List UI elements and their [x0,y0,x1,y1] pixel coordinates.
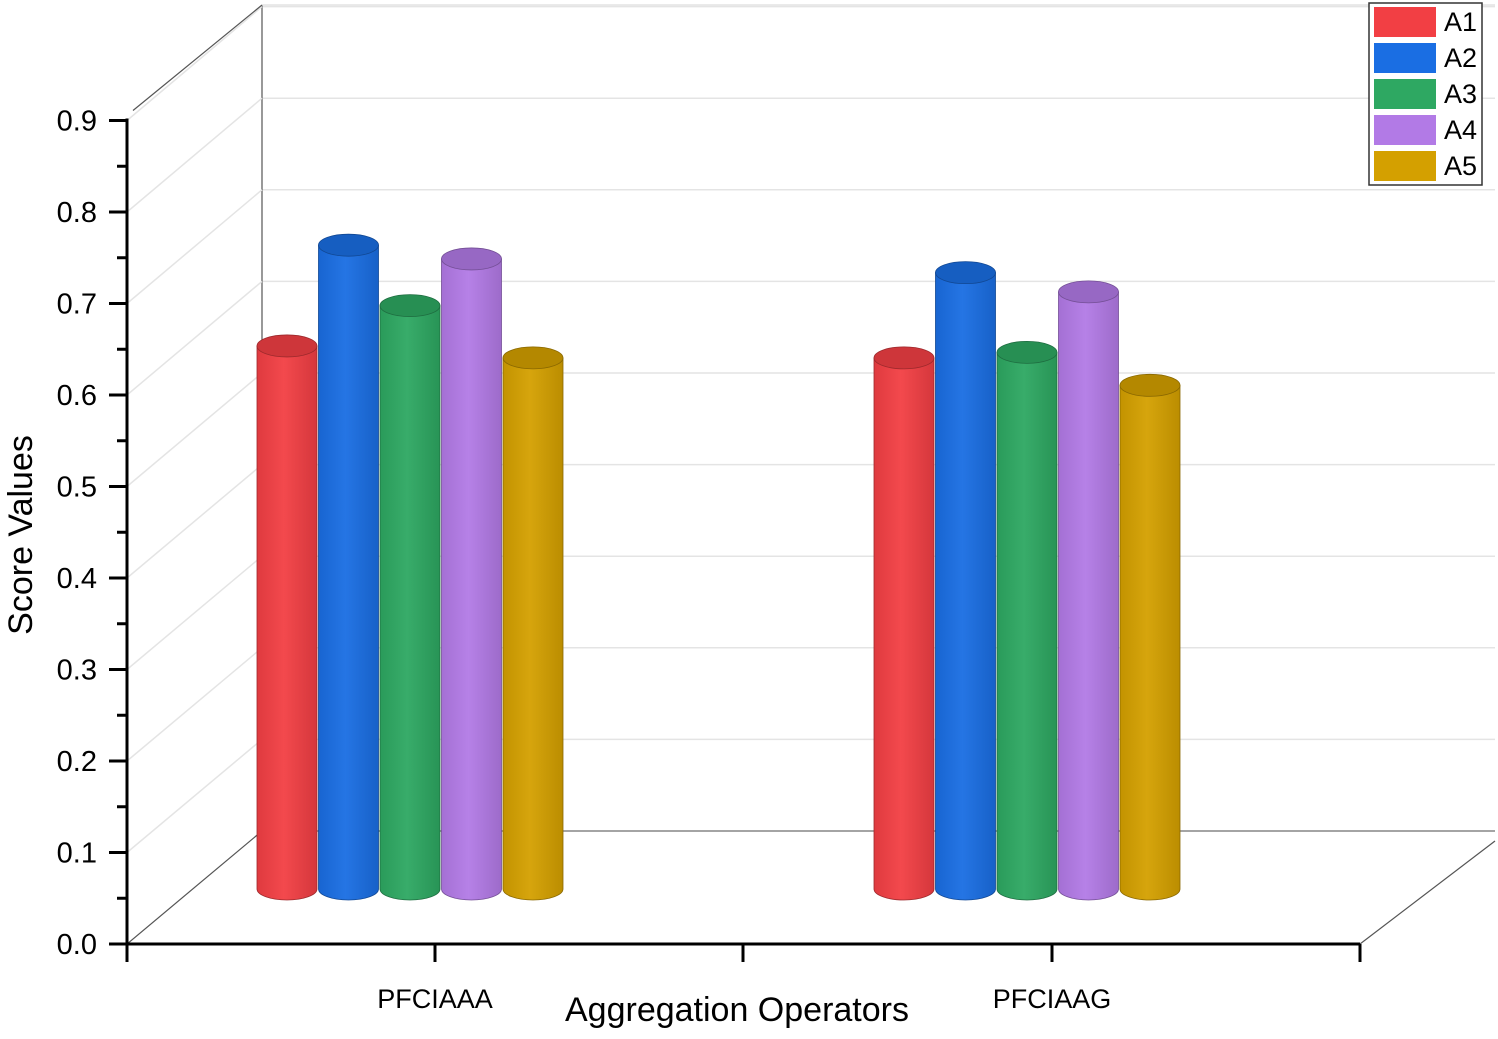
bar-top-A3-PFCIAAA [379,294,441,318]
bar-top-A3-PFCIAAG [996,340,1058,364]
legend-swatch-A4 [1374,115,1436,145]
legend-swatch-A2 [1374,43,1436,73]
side-gridline [126,280,263,396]
bar-A3-PFCIAAA [379,305,441,901]
bar-top-A2-PFCIAAG [935,261,996,285]
floor-right-edge [1359,840,1496,945]
side-gridline [126,738,263,854]
legend-label-A3: A3 [1444,79,1477,109]
y-tick-label: 0.7 [57,289,97,321]
legend-label-A5: A5 [1444,151,1477,181]
bar-A3-PFCIAAG [996,351,1058,901]
side-gridline [126,464,263,579]
bar-top-A2-PFCIAAA [318,233,379,257]
y-tick-label: 0.4 [57,563,97,595]
legend-swatch-A5 [1374,151,1436,181]
y-tick-label: 0.5 [57,472,97,504]
side-gridline [126,555,263,671]
bar-top-A4-PFCIAAA [441,247,502,271]
y-tick-label: 0.3 [57,655,97,687]
bar-top-A5-PFCIAAA [502,346,564,370]
x-tick-label: PFCIAAG [993,984,1112,1014]
side-gridline [126,6,263,122]
y-axis-label: Score Values [2,435,40,635]
bar-top-A1-PFCIAAG [873,346,935,370]
side-gridline [126,97,263,213]
bar-top-A5-PFCIAAG [1119,373,1181,397]
legend-swatch-A3 [1374,79,1436,109]
bar-A4-PFCIAAG [1058,291,1119,901]
legend-label-A2: A2 [1444,43,1477,73]
bar-A5-PFCIAAA [502,357,564,901]
y-tick-label: 0.0 [57,929,97,961]
axes-layer: 0.0 0.1 0.2 0.3 0.4 0.5 0.6 0.7 0.8 0.9 PFCIAAA PFC… [57,106,1362,1014]
legend-label-A4: A4 [1444,115,1477,145]
bars-layer [256,233,1181,901]
floor-left-edge [126,830,263,945]
y-tick-label: 0.9 [57,106,97,138]
side-gridline [126,372,263,488]
bar-A2-PFCIAAG [935,272,996,901]
bar-A4-PFCIAAA [441,258,502,901]
x-axis-label: Aggregation Operators [565,991,909,1029]
side-wall-top-edge [132,4,263,111]
bar-A1-PFCIAAA [256,345,318,901]
bar-top-A4-PFCIAAG [1058,280,1119,304]
bar-A1-PFCIAAG [873,357,935,901]
side-gridline [126,189,263,305]
y-tick-label: 0.1 [57,838,97,870]
legend: A1 A2 A3 A4 A5 [1368,2,1483,186]
bar-A2-PFCIAAA [318,244,379,901]
side-gridline [126,647,263,762]
y-tick-label: 0.2 [57,746,97,778]
y-tick-label: 0.6 [57,380,97,412]
bar-A5-PFCIAAG [1119,384,1181,901]
y-tick-label: 0.8 [57,197,97,229]
bar-top-A1-PFCIAAA [256,334,318,358]
x-tick-label: PFCIAAA [377,984,493,1014]
legend-swatch-A1 [1374,7,1436,37]
legend-label-A1: A1 [1444,7,1477,37]
